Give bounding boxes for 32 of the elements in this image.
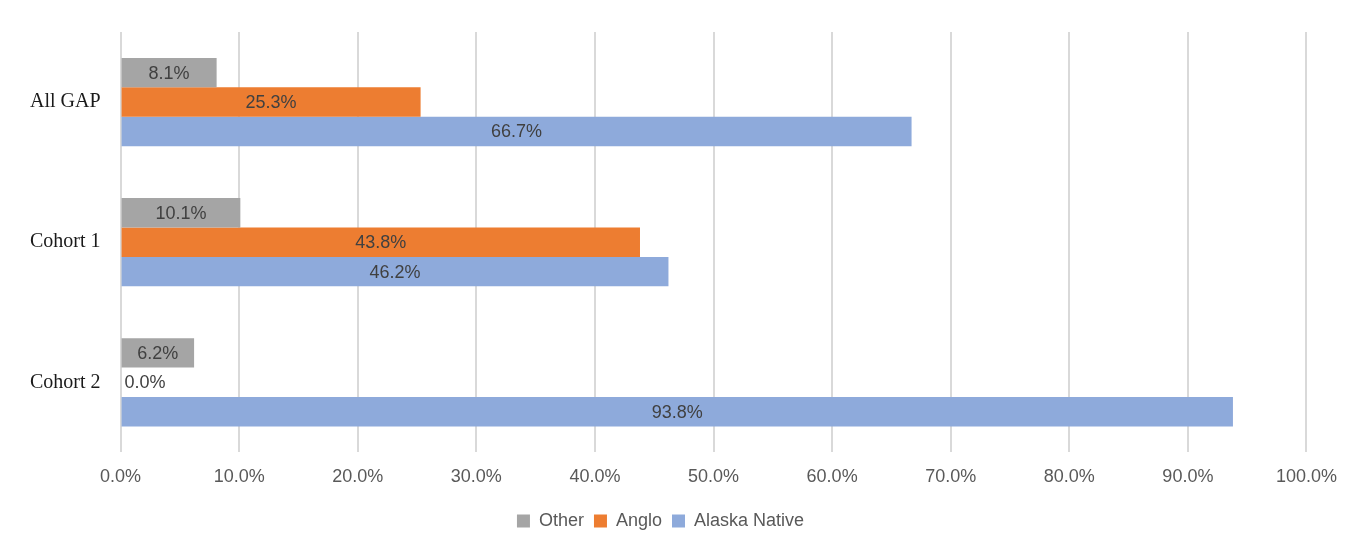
- data-label: 43.8%: [355, 232, 407, 253]
- x-tick-label: 30.0%: [450, 466, 502, 487]
- data-label: 66.7%: [491, 121, 543, 142]
- bar: [121, 116, 912, 147]
- x-tick-label: 0.0%: [100, 466, 142, 487]
- legend-label: Anglo: [615, 509, 663, 530]
- x-tick-label: 90.0%: [1162, 466, 1214, 487]
- x-tick-label: 50.0%: [688, 466, 740, 487]
- legend-label: Other: [538, 509, 584, 530]
- bar: [121, 256, 669, 287]
- x-tick-label: 70.0%: [925, 466, 977, 487]
- y-tick-label: Cohort 1: [30, 229, 101, 252]
- data-label: 0.0%: [124, 372, 166, 393]
- data-label: 8.1%: [148, 62, 190, 83]
- y-tick-label: All GAP: [29, 89, 101, 112]
- y-tick-label: Cohort 2: [30, 369, 101, 392]
- data-label: 93.8%: [651, 401, 703, 422]
- data-label: 25.3%: [245, 92, 297, 113]
- x-tick-label: 10.0%: [213, 466, 265, 487]
- x-tick-label: 40.0%: [569, 466, 621, 487]
- data-label: 6.2%: [137, 342, 179, 363]
- x-tick-label: 60.0%: [806, 466, 858, 487]
- bar: [121, 198, 241, 228]
- data-label: 46.2%: [369, 261, 421, 282]
- x-tick-label: 80.0%: [1043, 466, 1095, 487]
- bar: [121, 87, 421, 117]
- x-tick-label: 100.0%: [1275, 466, 1338, 487]
- bar: [121, 227, 640, 257]
- legend-label: Alaska Native: [694, 509, 805, 530]
- data-label: 10.1%: [155, 202, 207, 223]
- x-tick-label: 20.0%: [332, 466, 384, 487]
- bar: [121, 397, 1233, 427]
